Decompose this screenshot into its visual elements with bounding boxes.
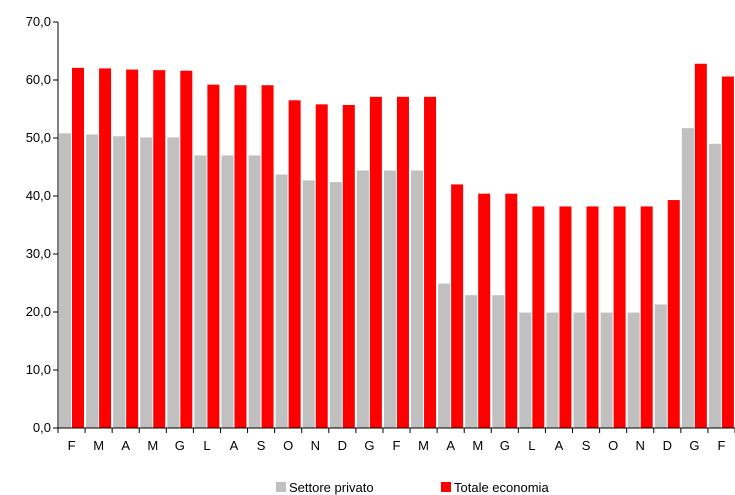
bar-settore-privato-24	[708, 143, 721, 429]
x-tick-label: F	[68, 438, 76, 453]
bar-totale-economia-5	[207, 84, 220, 428]
x-tick-label: L	[528, 438, 535, 453]
bar-settore-privato-5	[194, 155, 207, 428]
y-tick-label: 10,0	[26, 362, 51, 377]
x-tick-label: M	[418, 438, 429, 453]
bar-settore-privato-0	[59, 133, 71, 429]
legend-label-0: Settore privato	[289, 480, 374, 495]
bar-totale-economia-0	[72, 67, 84, 428]
bar-totale-economia-8	[288, 100, 301, 429]
x-tick-label: A	[121, 438, 130, 453]
x-tick-label: M	[93, 438, 104, 453]
bar-settore-privato-4	[167, 137, 180, 429]
x-tick-label: G	[364, 438, 374, 453]
x-tick-label: A	[555, 438, 564, 453]
bar-totale-economia-11	[369, 96, 382, 428]
bar-totale-economia-19	[586, 206, 599, 428]
x-tick-label: M	[147, 438, 158, 453]
bar-settore-privato-6	[221, 155, 234, 428]
x-tick-label: M	[472, 438, 483, 453]
bar-totale-economia-2	[126, 69, 139, 428]
x-tick-label: D	[663, 438, 672, 453]
bar-settore-privato-17	[519, 312, 532, 428]
y-tick-label: 60,0	[26, 72, 51, 87]
y-tick-label: 40,0	[26, 188, 51, 203]
bar-totale-economia-10	[342, 104, 355, 428]
bar-totale-economia-6	[234, 85, 247, 428]
legend-swatch-0	[276, 482, 286, 492]
bar-settore-privato-2	[113, 136, 126, 428]
x-tick-label: S	[582, 438, 591, 453]
bar-settore-privato-20	[600, 312, 613, 428]
bar-settore-privato-14	[438, 283, 451, 428]
bar-settore-privato-12	[383, 170, 396, 429]
y-tick-label: 20,0	[26, 304, 51, 319]
x-tick-label: A	[230, 438, 239, 453]
bar-settore-privato-8	[275, 174, 288, 428]
x-tick-label: L	[203, 438, 210, 453]
bar-totale-economia-18	[559, 206, 572, 428]
y-tick-label: 50,0	[26, 130, 51, 145]
bar-totale-economia-7	[261, 85, 274, 428]
bar-settore-privato-23	[681, 128, 694, 428]
bar-totale-economia-23	[694, 63, 707, 428]
bar-totale-economia-22	[667, 200, 680, 428]
bar-totale-economia-12	[396, 96, 409, 428]
y-axis: 0,0 10,0 20,0 30,0 40,0 50,0 60,0 70,0	[26, 14, 59, 435]
bar-settore-privato-13	[411, 170, 424, 429]
x-tick-label: G	[175, 438, 185, 453]
legend-label-1: Totale economia	[454, 480, 549, 495]
legend: Settore privato Totale economia	[276, 480, 549, 495]
bar-settore-privato-9	[302, 180, 315, 428]
bar-settore-privato-18	[546, 312, 559, 428]
x-tick-label: G	[500, 438, 510, 453]
bar-totale-economia-14	[451, 184, 464, 428]
x-tick-label: F	[393, 438, 401, 453]
bar-totale-economia-3	[153, 70, 166, 428]
x-tick-label: F	[717, 438, 725, 453]
bar-totale-economia-15	[478, 193, 491, 428]
y-tick-label: 30,0	[26, 246, 51, 261]
x-tick-label: G	[689, 438, 699, 453]
x-tick-label: O	[283, 438, 293, 453]
x-tick-label: N	[636, 438, 645, 453]
bar-settore-privato-10	[329, 182, 342, 428]
bar-totale-economia-1	[99, 68, 112, 429]
bar-totale-economia-17	[532, 206, 545, 428]
bar-settore-privato-16	[492, 295, 505, 428]
y-tick-label: 0,0	[33, 420, 51, 435]
y-tick-label: 70,0	[26, 14, 51, 29]
bar-totale-economia-20	[613, 206, 626, 428]
bar-totale-economia-16	[505, 193, 518, 428]
bar-settore-privato-22	[654, 304, 667, 428]
legend-swatch-1	[441, 482, 451, 492]
bar-settore-privato-15	[465, 295, 478, 428]
bar-settore-privato-3	[140, 137, 153, 429]
bar-settore-privato-1	[86, 134, 99, 428]
bar-totale-economia-9	[315, 104, 328, 429]
bar-settore-privato-19	[573, 312, 586, 428]
bar-totale-economia-24	[721, 76, 734, 429]
bar-totale-economia-4	[180, 70, 193, 428]
x-tick-label: A	[446, 438, 455, 453]
bar-settore-privato-21	[627, 312, 640, 428]
x-tick-label: D	[338, 438, 347, 453]
x-tick-label: N	[311, 438, 320, 453]
bar-totale-economia-13	[424, 96, 437, 428]
bar-settore-privato-11	[356, 170, 369, 429]
x-tick-label: O	[608, 438, 618, 453]
bar-totale-economia-21	[640, 206, 653, 428]
bar-settore-privato-7	[248, 155, 261, 428]
x-tick-label: S	[257, 438, 266, 453]
plot-area	[59, 63, 734, 429]
